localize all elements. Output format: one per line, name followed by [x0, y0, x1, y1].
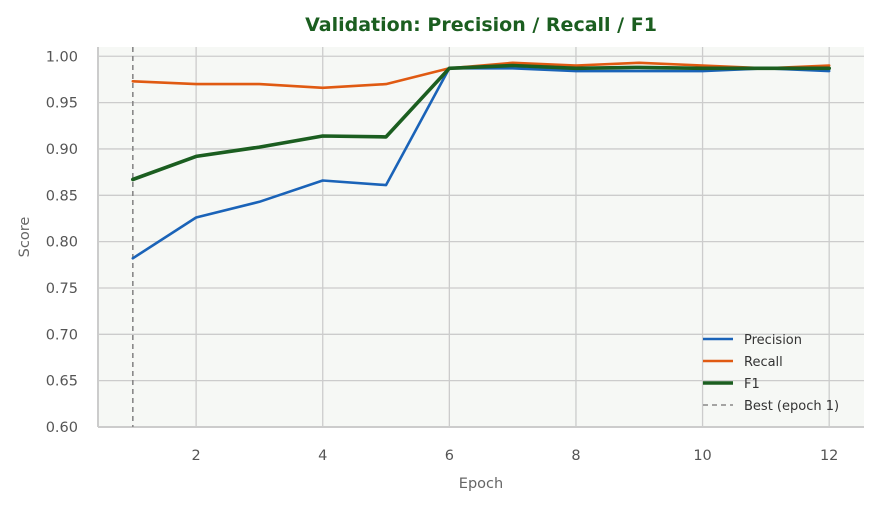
x-tick-label: 8 [571, 448, 580, 464]
y-tick-label: 0.85 [46, 188, 78, 204]
x-axis-ticks: 2 4 6 8 10 12 [192, 448, 839, 464]
x-tick-label: 12 [820, 448, 838, 464]
axis-spines [97, 47, 864, 428]
plot-area [98, 47, 864, 427]
legend-label: F1 [744, 377, 760, 392]
x-tick-label: 6 [445, 448, 454, 464]
series-line-f1 [131, 63, 832, 182]
y-tick-label: 0.80 [46, 235, 78, 251]
x-tick-label: 10 [693, 448, 711, 464]
y-tick-label: 0.60 [46, 420, 78, 436]
grid-lines [98, 47, 864, 428]
x-tick-label: 2 [192, 448, 201, 464]
y-axis-label: Score [17, 217, 33, 258]
y-tick-label: 0.90 [46, 142, 78, 158]
legend-label: Best (epoch 1) [744, 399, 839, 414]
x-tick-label: 4 [318, 448, 327, 464]
y-tick-label: 0.65 [46, 374, 78, 390]
x-axis-label: Epoch [459, 476, 503, 492]
legend-label: Precision [744, 333, 802, 348]
y-axis-ticks: 0.60 0.65 0.70 0.75 0.80 0.85 0.90 0.95 1.00 [46, 49, 78, 436]
legend-label: Recall [744, 355, 783, 370]
legend: Precision Recall F1 Best (epoch 1) [703, 333, 839, 414]
y-tick-label: 0.95 [46, 96, 78, 112]
y-tick-label: 0.70 [46, 327, 78, 343]
y-tick-label: 0.75 [46, 281, 78, 297]
y-tick-label: 1.00 [46, 49, 78, 65]
chart-title: Validation: Precision / Recall / F1 [305, 14, 657, 36]
series-lines [131, 47, 832, 427]
